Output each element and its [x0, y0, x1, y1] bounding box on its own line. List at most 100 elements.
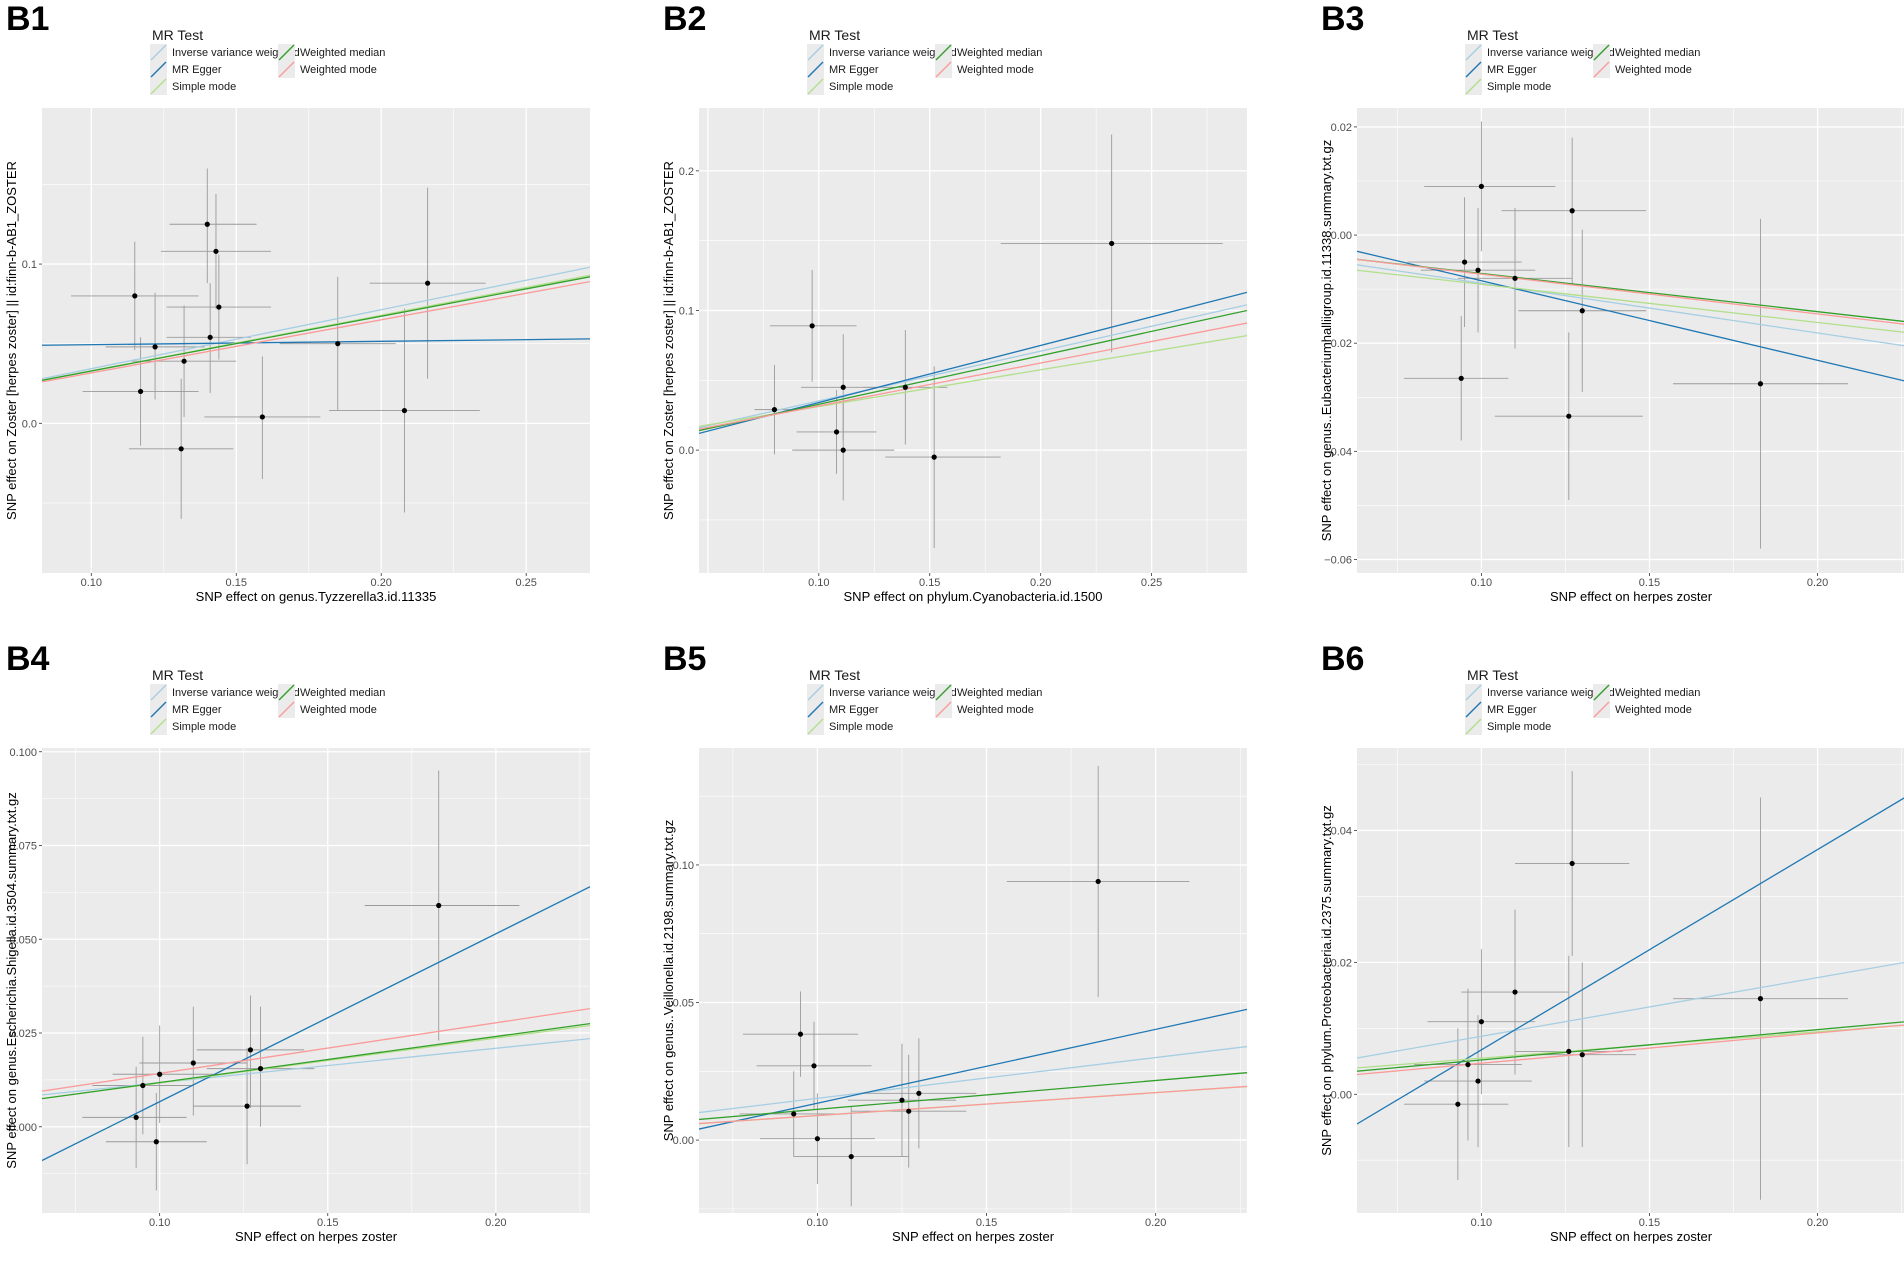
- gridlines: [1357, 108, 1904, 573]
- data-point: [1757, 381, 1764, 387]
- data-point: [157, 1071, 163, 1077]
- x-tick-label: 0.15: [317, 1217, 338, 1229]
- x-axis-title: SNP effect on herpes zoster: [1550, 1229, 1713, 1244]
- x-tick-label: 0.10: [1471, 577, 1492, 589]
- legend-key-line: [807, 78, 824, 95]
- x-tick-label: 0.10: [149, 1217, 170, 1229]
- x-tick-label: 0.15: [1639, 577, 1660, 589]
- data-point: [216, 304, 222, 310]
- legend-key-line: [1465, 78, 1482, 95]
- legend: MR Test Inverse variance weighted MR Egger…: [1465, 667, 1700, 735]
- y-tick-label: 0.0: [679, 445, 694, 457]
- legend-item-simple: Simple mode: [807, 718, 893, 735]
- legend-item-ivw: Inverse variance weighted: [1465, 44, 1615, 61]
- legend-label: Inverse variance weighted: [829, 47, 957, 59]
- x-axis-title: SNP effect on genus.Tyzzerella3.id.11335: [196, 589, 437, 604]
- data-point: [133, 1114, 139, 1120]
- panel-b4: B4 MR Test Inverse variance weighted MR Eg…: [0, 640, 634, 1264]
- y-axis-title: SNP effect on Zoster [herpes zoster] || …: [661, 161, 676, 520]
- legend-key-line: [1593, 61, 1610, 78]
- legend-item-simple: Simple mode: [150, 718, 236, 735]
- y-tick-label: 0.00: [1331, 230, 1352, 242]
- mr-line-wmed: [42, 276, 590, 381]
- mr-lines: [1357, 797, 1904, 1125]
- data-point: [809, 323, 815, 329]
- axes: 0.10 0.15 0.20 0.000 0.025 0.050 0.075 0.100: [9, 747, 506, 1229]
- y-tick-label: 0.000: [9, 1122, 37, 1134]
- data-point: [791, 1111, 797, 1117]
- legend-key-line: [150, 78, 167, 95]
- x-tick-label: 0.15: [1639, 1217, 1660, 1229]
- legend-key-line: [807, 718, 824, 735]
- legend-label: Weighted median: [300, 47, 385, 59]
- legend-title: MR Test: [809, 27, 860, 43]
- legend-item-egger: MR Egger: [807, 701, 879, 718]
- data-point: [1579, 1052, 1585, 1058]
- legend-label: Weighted mode: [300, 704, 377, 716]
- legend-item-wmed: Weighted median: [935, 44, 1042, 61]
- panel-b5: B5 MR Test Inverse variance weighted MR Eg…: [657, 640, 1291, 1264]
- y-tick-label: 0.02: [1331, 957, 1352, 969]
- y-axis-title: SNP effect on genus..Veillonella.id.2198…: [661, 820, 676, 1142]
- data-point: [1569, 860, 1575, 867]
- data-point: [1569, 208, 1575, 214]
- panel-tag: B6: [1321, 640, 1365, 678]
- legend-label: Inverse variance weighted: [172, 687, 300, 699]
- data-point: [916, 1090, 922, 1096]
- data-point: [425, 280, 431, 286]
- y-tick-label: 0.025: [9, 1028, 37, 1040]
- axes: 0.10 0.15 0.20 0.00 0.02 0.04: [1331, 825, 1829, 1229]
- data-point: [1109, 240, 1115, 247]
- y-tick-label: 0.02: [1331, 122, 1352, 134]
- legend: MR Test Inverse variance weighted MR Egger…: [150, 667, 385, 735]
- data-point: [906, 1108, 912, 1114]
- mr-line-simple: [1357, 269, 1904, 333]
- data-point: [797, 1031, 804, 1037]
- data-points: [133, 902, 442, 1145]
- y-axis-title: SNP effect on genus.Escherichia.Shigella…: [4, 792, 19, 1168]
- x-axis-title: SNP effect on phylum.Cyanobacteria.id.15…: [844, 589, 1103, 604]
- mr-line-ivw: [42, 266, 590, 380]
- legend-label: Weighted median: [957, 47, 1042, 59]
- y-axis-title: SNP effect on phylum.Proteobacteria.id.2…: [1319, 805, 1334, 1155]
- mr-line-wmed: [699, 309, 1247, 432]
- data-point: [190, 1060, 196, 1066]
- legend-item-wmode: Weighted mode: [278, 701, 377, 718]
- legend-title: MR Test: [1467, 667, 1518, 683]
- legend-label: Weighted mode: [1615, 64, 1692, 76]
- plot-background: [699, 108, 1247, 573]
- data-point: [1465, 1061, 1471, 1068]
- legend-key-line: [935, 44, 952, 61]
- legend-key-line: [150, 684, 167, 701]
- panel-tag: B4: [6, 640, 50, 678]
- legend-key-line: [935, 701, 952, 718]
- legend-key-line: [935, 684, 952, 701]
- data-point: [207, 334, 213, 340]
- mr-line-egger: [42, 338, 590, 346]
- x-tick-label: 0.20: [1145, 1217, 1166, 1229]
- data-point: [247, 1047, 254, 1053]
- legend-label: Simple mode: [829, 81, 893, 93]
- mr-lines: [42, 266, 590, 383]
- data-points: [791, 878, 1101, 1160]
- x-tick-label: 0.25: [1141, 577, 1162, 589]
- legend-item-wmode: Weighted mode: [935, 61, 1034, 78]
- plot-background: [699, 748, 1247, 1213]
- legend-label: Inverse variance weighted: [1487, 687, 1615, 699]
- scatter-plot-b6: MR Test Inverse variance weighted MR Egger…: [1319, 667, 1904, 1244]
- gridlines: [42, 748, 590, 1213]
- legend-key-line: [807, 61, 824, 78]
- legend-title: MR Test: [152, 27, 203, 43]
- legend-item-ivw: Inverse variance weighted: [150, 44, 300, 61]
- data-point: [335, 341, 341, 347]
- legend-label: Weighted median: [300, 687, 385, 699]
- legend-item-egger: MR Egger: [1465, 701, 1537, 718]
- data-points: [1458, 183, 1764, 419]
- legend-key-line: [935, 61, 952, 78]
- gridlines: [699, 748, 1247, 1213]
- legend: MR Test Inverse variance weighted MR Egger…: [807, 27, 1042, 95]
- legend-label: Inverse variance weighted: [1487, 47, 1615, 59]
- panel-b3: B3 MR Test Inverse variance weighted MR Eg…: [1315, 0, 1904, 624]
- x-tick-label: 0.10: [807, 1217, 828, 1229]
- legend-item-simple: Simple mode: [807, 78, 893, 95]
